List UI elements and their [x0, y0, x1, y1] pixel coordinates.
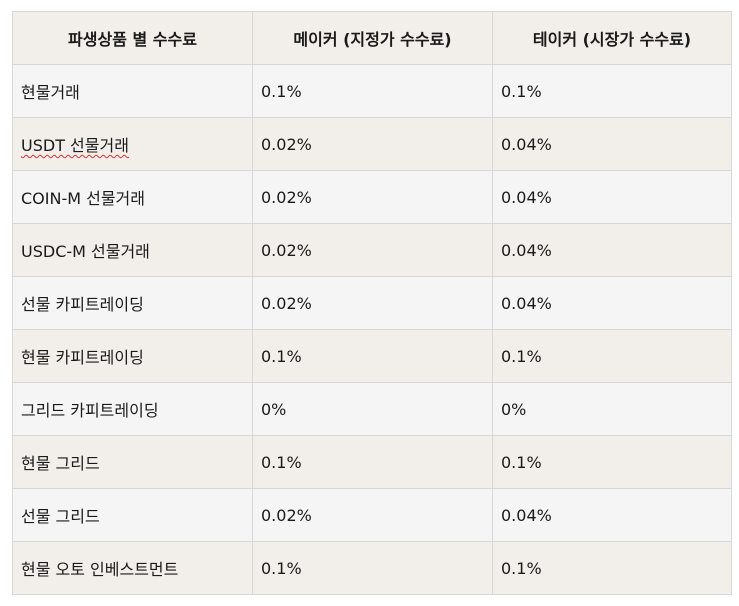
- taker-fee-cell: 0.04%: [492, 488, 732, 542]
- maker-fee-cell: 0.02%: [252, 170, 493, 224]
- maker-fee-cell: 0.1%: [252, 64, 493, 118]
- table-body: 현물거래 0.1% 0.1% USDT 선물거래 0.02% 0.04% COI…: [12, 64, 732, 595]
- taker-fee-cell: 0.1%: [492, 541, 732, 595]
- maker-fee-cell: 0.02%: [252, 117, 493, 171]
- header-product: 파생상품 별 수수료: [12, 11, 253, 65]
- taker-fee-cell: 0.04%: [492, 223, 732, 277]
- taker-fee-cell: 0.1%: [492, 435, 732, 489]
- maker-fee-cell: 0.1%: [252, 329, 493, 383]
- product-cell: USDC-M 선물거래: [12, 223, 253, 277]
- maker-fee-cell: 0%: [252, 382, 493, 436]
- table-row: 현물 그리드 0.1% 0.1%: [12, 435, 732, 489]
- table-row: 현물 카피트레이딩 0.1% 0.1%: [12, 329, 732, 383]
- taker-fee-cell: 0.04%: [492, 117, 732, 171]
- header-maker-fee: 메이커 (지정가 수수료): [252, 11, 493, 65]
- taker-fee-cell: 0.1%: [492, 329, 732, 383]
- maker-fee-cell: 0.1%: [252, 435, 493, 489]
- table-row: 현물거래 0.1% 0.1%: [12, 64, 732, 118]
- table-row: USDT 선물거래 0.02% 0.04%: [12, 117, 732, 171]
- table-row: 선물 카피트레이딩 0.02% 0.04%: [12, 276, 732, 330]
- maker-fee-cell: 0.02%: [252, 276, 493, 330]
- table-row: 현물 오토 인베스트먼트 0.1% 0.1%: [12, 541, 732, 595]
- product-cell: 현물 오토 인베스트먼트: [12, 541, 253, 595]
- product-cell: 선물 카피트레이딩: [12, 276, 253, 330]
- header-row: 파생상품 별 수수료 메이커 (지정가 수수료) 테이커 (시장가 수수료): [12, 11, 732, 65]
- product-cell: 현물 카피트레이딩: [12, 329, 253, 383]
- product-cell: 그리드 카피트레이딩: [12, 382, 253, 436]
- maker-fee-cell: 0.02%: [252, 223, 493, 277]
- fee-table: 파생상품 별 수수료 메이커 (지정가 수수료) 테이커 (시장가 수수료) 현…: [12, 11, 732, 595]
- table-header: 파생상품 별 수수료 메이커 (지정가 수수료) 테이커 (시장가 수수료): [12, 11, 732, 65]
- taker-fee-cell: 0.1%: [492, 64, 732, 118]
- taker-fee-cell: 0.04%: [492, 170, 732, 224]
- spellcheck-text: USDT 선물거래: [21, 136, 129, 155]
- table-row: USDC-M 선물거래 0.02% 0.04%: [12, 223, 732, 277]
- product-cell: COIN-M 선물거래: [12, 170, 253, 224]
- taker-fee-cell: 0.04%: [492, 276, 732, 330]
- maker-fee-cell: 0.02%: [252, 488, 493, 542]
- product-cell: 선물 그리드: [12, 488, 253, 542]
- product-cell: 현물거래: [12, 64, 253, 118]
- header-taker-fee: 테이커 (시장가 수수료): [492, 11, 732, 65]
- taker-fee-cell: 0%: [492, 382, 732, 436]
- product-cell: USDT 선물거래: [12, 117, 253, 171]
- table-row: COIN-M 선물거래 0.02% 0.04%: [12, 170, 732, 224]
- maker-fee-cell: 0.1%: [252, 541, 493, 595]
- table-row: 선물 그리드 0.02% 0.04%: [12, 488, 732, 542]
- product-cell: 현물 그리드: [12, 435, 253, 489]
- table-row: 그리드 카피트레이딩 0% 0%: [12, 382, 732, 436]
